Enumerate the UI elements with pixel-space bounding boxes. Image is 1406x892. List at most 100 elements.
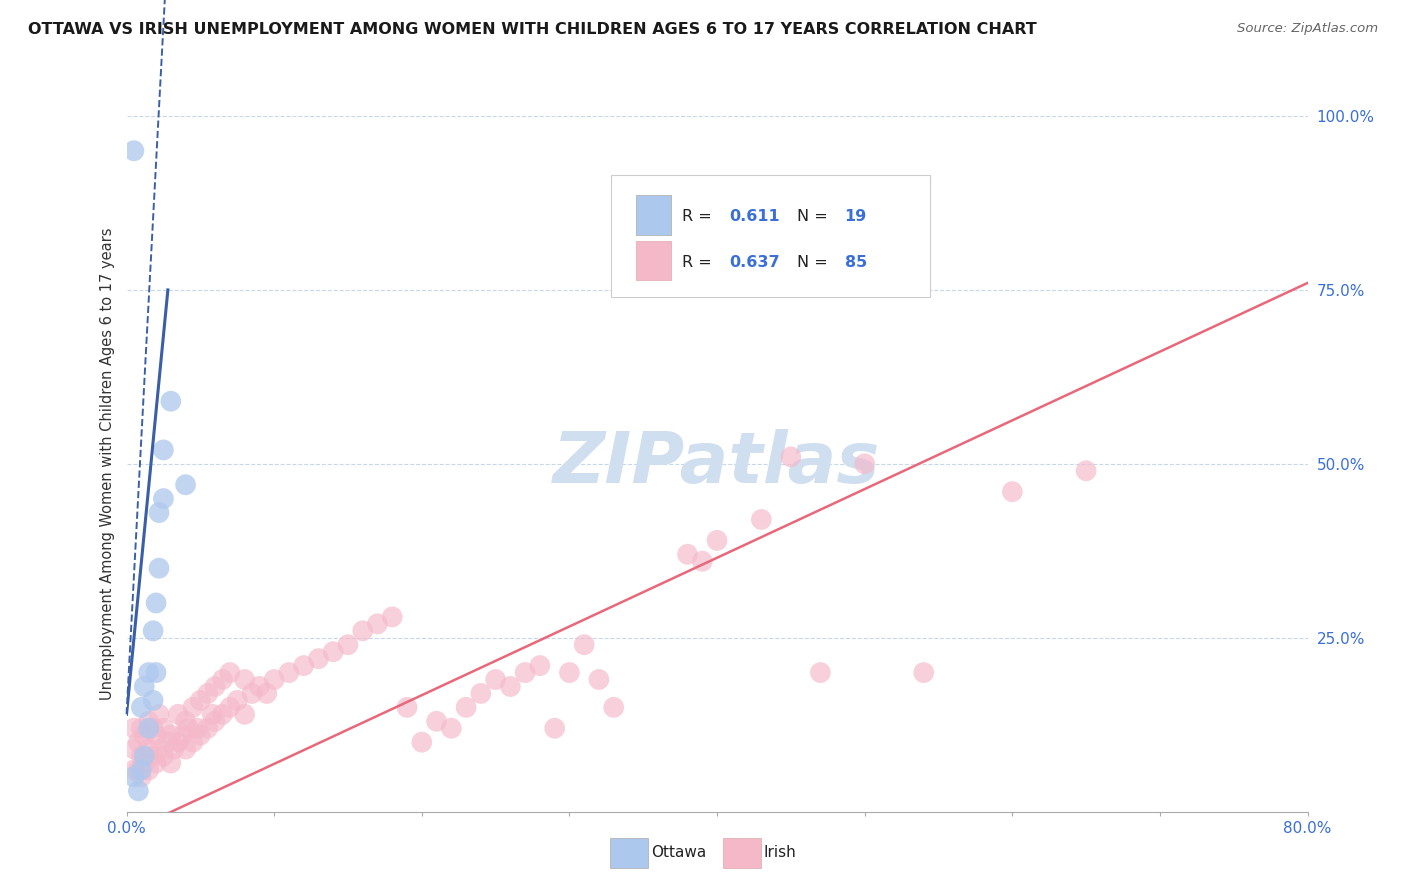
Text: R =: R = <box>682 210 717 225</box>
Ellipse shape <box>219 697 240 718</box>
Ellipse shape <box>256 683 277 704</box>
Text: 0.611: 0.611 <box>728 210 779 225</box>
Ellipse shape <box>810 662 831 683</box>
Ellipse shape <box>278 662 299 683</box>
FancyBboxPatch shape <box>636 241 671 280</box>
Ellipse shape <box>544 718 565 739</box>
Ellipse shape <box>131 746 152 766</box>
Ellipse shape <box>153 718 174 739</box>
Ellipse shape <box>235 669 254 690</box>
Ellipse shape <box>157 731 179 753</box>
Ellipse shape <box>294 655 314 676</box>
Ellipse shape <box>205 711 225 731</box>
Ellipse shape <box>138 760 159 780</box>
Ellipse shape <box>212 704 233 724</box>
Text: 19: 19 <box>845 210 868 225</box>
Ellipse shape <box>149 558 169 579</box>
Text: Ottawa: Ottawa <box>651 846 706 860</box>
Ellipse shape <box>134 746 155 766</box>
Ellipse shape <box>530 655 550 676</box>
Ellipse shape <box>412 731 432 753</box>
Ellipse shape <box>1076 460 1097 482</box>
Ellipse shape <box>146 592 166 614</box>
Ellipse shape <box>226 690 247 711</box>
Ellipse shape <box>678 544 697 565</box>
Ellipse shape <box>190 690 211 711</box>
Ellipse shape <box>202 704 222 724</box>
Ellipse shape <box>149 502 169 523</box>
Ellipse shape <box>138 711 159 731</box>
Ellipse shape <box>471 683 491 704</box>
Ellipse shape <box>914 662 934 683</box>
Ellipse shape <box>138 718 159 739</box>
Ellipse shape <box>560 662 579 683</box>
Ellipse shape <box>242 683 263 704</box>
Ellipse shape <box>396 697 418 718</box>
Ellipse shape <box>367 614 388 634</box>
Ellipse shape <box>176 475 195 495</box>
Ellipse shape <box>124 718 145 739</box>
Ellipse shape <box>855 453 875 475</box>
Ellipse shape <box>235 704 254 724</box>
Ellipse shape <box>146 662 166 683</box>
Ellipse shape <box>131 697 152 718</box>
FancyBboxPatch shape <box>636 195 671 235</box>
Ellipse shape <box>131 766 152 788</box>
Ellipse shape <box>143 746 163 766</box>
Ellipse shape <box>134 724 155 746</box>
Y-axis label: Unemployment Among Women with Children Ages 6 to 17 years: Unemployment Among Women with Children A… <box>100 227 115 700</box>
Ellipse shape <box>212 669 233 690</box>
Ellipse shape <box>426 711 447 731</box>
Ellipse shape <box>149 739 169 760</box>
Ellipse shape <box>138 662 159 683</box>
Text: N =: N = <box>797 254 834 269</box>
Ellipse shape <box>187 718 208 739</box>
Ellipse shape <box>574 634 595 655</box>
Ellipse shape <box>173 724 193 746</box>
Ellipse shape <box>501 676 520 697</box>
Ellipse shape <box>160 753 181 773</box>
Ellipse shape <box>515 662 536 683</box>
Ellipse shape <box>205 676 225 697</box>
Ellipse shape <box>128 780 149 801</box>
Ellipse shape <box>143 621 163 641</box>
Ellipse shape <box>134 676 155 697</box>
Ellipse shape <box>160 391 181 412</box>
Ellipse shape <box>190 724 211 746</box>
Ellipse shape <box>143 718 163 739</box>
Ellipse shape <box>183 697 204 718</box>
Ellipse shape <box>707 530 727 550</box>
Ellipse shape <box>160 724 181 746</box>
Ellipse shape <box>128 731 149 753</box>
Ellipse shape <box>153 440 174 460</box>
Ellipse shape <box>149 704 169 724</box>
Text: Irish: Irish <box>763 846 796 860</box>
Ellipse shape <box>153 746 174 766</box>
Ellipse shape <box>143 690 163 711</box>
Ellipse shape <box>146 753 166 773</box>
Ellipse shape <box>308 648 329 669</box>
Ellipse shape <box>197 683 218 704</box>
Ellipse shape <box>692 550 713 572</box>
Ellipse shape <box>249 676 270 697</box>
Ellipse shape <box>176 711 195 731</box>
Ellipse shape <box>382 607 402 627</box>
Ellipse shape <box>323 641 343 662</box>
Ellipse shape <box>1002 482 1022 502</box>
Ellipse shape <box>131 760 152 780</box>
Ellipse shape <box>751 509 772 530</box>
Text: OTTAWA VS IRISH UNEMPLOYMENT AMONG WOMEN WITH CHILDREN AGES 6 TO 17 YEARS CORREL: OTTAWA VS IRISH UNEMPLOYMENT AMONG WOMEN… <box>28 22 1036 37</box>
Ellipse shape <box>219 662 240 683</box>
Text: N =: N = <box>797 210 834 225</box>
Text: Source: ZipAtlas.com: Source: ZipAtlas.com <box>1237 22 1378 36</box>
Ellipse shape <box>138 739 159 760</box>
Ellipse shape <box>176 739 195 760</box>
Ellipse shape <box>131 718 152 739</box>
Ellipse shape <box>179 718 198 739</box>
Ellipse shape <box>124 140 145 161</box>
Ellipse shape <box>124 739 145 760</box>
Ellipse shape <box>163 739 184 760</box>
Ellipse shape <box>128 760 149 780</box>
Ellipse shape <box>589 669 609 690</box>
Ellipse shape <box>167 731 188 753</box>
